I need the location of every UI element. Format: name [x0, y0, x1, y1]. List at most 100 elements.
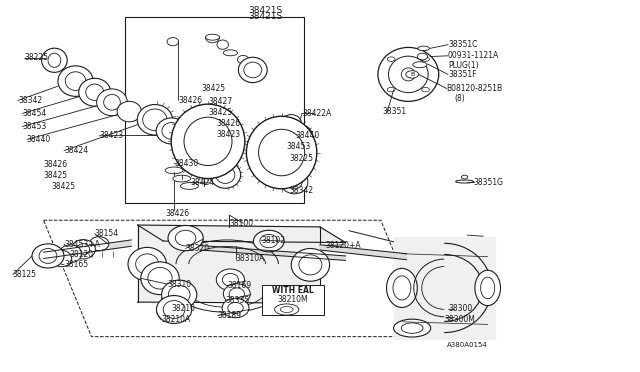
Ellipse shape: [51, 250, 72, 267]
Ellipse shape: [378, 47, 439, 101]
Text: 38210M: 38210M: [278, 295, 308, 304]
Ellipse shape: [228, 302, 243, 314]
Ellipse shape: [173, 175, 191, 182]
Ellipse shape: [136, 254, 159, 275]
Ellipse shape: [185, 149, 212, 171]
Ellipse shape: [418, 46, 429, 51]
Text: 38225: 38225: [24, 53, 49, 62]
Text: 38300M: 38300M: [445, 315, 476, 324]
Ellipse shape: [287, 176, 302, 189]
Ellipse shape: [239, 57, 268, 83]
Text: 38165: 38165: [64, 260, 88, 269]
Text: 38425: 38425: [51, 182, 76, 191]
Ellipse shape: [157, 295, 192, 323]
Ellipse shape: [223, 284, 250, 304]
Ellipse shape: [280, 307, 293, 312]
Polygon shape: [44, 240, 131, 259]
Ellipse shape: [216, 166, 235, 183]
Ellipse shape: [275, 304, 299, 315]
Ellipse shape: [79, 78, 111, 106]
Polygon shape: [394, 237, 495, 339]
Ellipse shape: [175, 230, 196, 246]
Text: 38424: 38424: [64, 146, 88, 155]
Polygon shape: [200, 246, 346, 260]
Text: 38351: 38351: [383, 107, 407, 116]
Ellipse shape: [71, 240, 95, 259]
Text: 38424: 38424: [191, 178, 215, 187]
Ellipse shape: [387, 269, 417, 307]
Ellipse shape: [163, 301, 185, 318]
Ellipse shape: [192, 154, 205, 166]
Ellipse shape: [246, 116, 317, 189]
Text: 38423: 38423: [216, 130, 241, 139]
Ellipse shape: [168, 225, 204, 251]
Ellipse shape: [291, 248, 330, 281]
Text: 38425: 38425: [44, 171, 68, 180]
Text: 38421S: 38421S: [248, 6, 283, 15]
Ellipse shape: [156, 118, 187, 144]
Ellipse shape: [222, 298, 249, 318]
Ellipse shape: [223, 50, 237, 56]
Text: 38440: 38440: [27, 135, 51, 144]
Ellipse shape: [65, 72, 86, 90]
Ellipse shape: [292, 129, 307, 142]
Text: 38102: 38102: [261, 236, 285, 245]
Ellipse shape: [413, 62, 427, 68]
Text: 38335: 38335: [225, 296, 250, 305]
Text: 38453+A: 38453+A: [64, 240, 100, 248]
Text: 38426: 38426: [44, 160, 68, 169]
Ellipse shape: [128, 247, 166, 281]
Ellipse shape: [237, 55, 249, 64]
Ellipse shape: [259, 129, 305, 176]
Ellipse shape: [388, 56, 428, 93]
Text: 00931-1121A: 00931-1121A: [448, 51, 499, 60]
Ellipse shape: [77, 244, 90, 255]
Text: WITH EAL: WITH EAL: [272, 286, 314, 295]
Text: 38425: 38425: [208, 108, 232, 117]
Text: A380A0154: A380A0154: [447, 342, 488, 348]
Text: 38225: 38225: [289, 154, 314, 163]
Ellipse shape: [42, 48, 67, 72]
Ellipse shape: [393, 276, 411, 300]
Text: 38100: 38100: [229, 219, 253, 228]
Ellipse shape: [260, 234, 278, 248]
Ellipse shape: [143, 109, 167, 131]
Text: 38189: 38189: [218, 311, 242, 320]
Ellipse shape: [481, 277, 495, 299]
Ellipse shape: [162, 122, 181, 139]
Ellipse shape: [394, 319, 431, 337]
Ellipse shape: [168, 285, 190, 304]
Ellipse shape: [293, 141, 306, 152]
Polygon shape: [320, 245, 406, 260]
Text: 38421S: 38421S: [248, 12, 283, 21]
Ellipse shape: [172, 104, 245, 179]
Ellipse shape: [32, 244, 64, 268]
Bar: [262, 285, 324, 315]
Text: 38154: 38154: [95, 229, 119, 238]
Text: 38120+A: 38120+A: [325, 241, 361, 250]
Text: 38210A: 38210A: [161, 315, 191, 324]
Ellipse shape: [60, 245, 82, 263]
Ellipse shape: [117, 101, 141, 122]
Text: 38422A: 38422A: [302, 109, 332, 118]
Polygon shape: [138, 225, 346, 243]
Ellipse shape: [216, 269, 244, 291]
Text: 38310A: 38310A: [236, 254, 265, 263]
Text: 38426: 38426: [165, 209, 189, 218]
Text: 38426: 38426: [178, 96, 202, 105]
Ellipse shape: [210, 161, 241, 188]
Text: 38310: 38310: [168, 280, 192, 289]
Ellipse shape: [58, 66, 93, 96]
Text: 38430: 38430: [174, 159, 198, 168]
Text: 38169: 38169: [227, 281, 252, 290]
Ellipse shape: [475, 270, 500, 306]
Circle shape: [461, 175, 468, 179]
Ellipse shape: [39, 248, 57, 263]
Ellipse shape: [223, 273, 238, 286]
Polygon shape: [138, 225, 320, 303]
Text: 38423: 38423: [99, 131, 124, 140]
Circle shape: [422, 57, 429, 61]
Text: 38120: 38120: [69, 250, 93, 259]
Text: 38440: 38440: [296, 131, 320, 140]
Ellipse shape: [456, 180, 474, 183]
